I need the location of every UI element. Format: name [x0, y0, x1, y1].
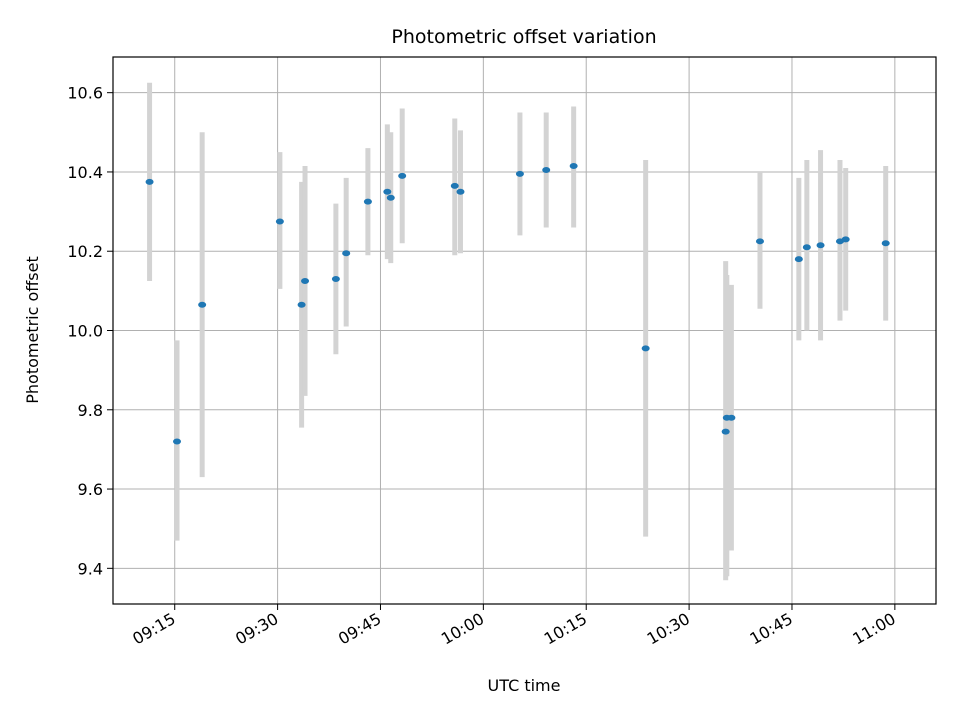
y-axis-ticks: 9.4 9.6 9.8 10.0 10.2 10.4 10.6 — [67, 84, 113, 578]
data-point — [881, 240, 890, 247]
data-point — [342, 250, 351, 257]
y-tick-label: 10.4 — [67, 163, 103, 182]
data-point — [275, 218, 284, 225]
y-tick-label: 10.2 — [67, 242, 103, 261]
data-point — [450, 182, 459, 189]
data-point — [802, 244, 811, 251]
data-point — [363, 198, 372, 205]
data-point — [301, 277, 310, 284]
data-point — [331, 275, 340, 282]
data-point — [841, 236, 850, 243]
data-point — [386, 194, 395, 201]
data-point — [641, 345, 650, 352]
data-point — [515, 170, 524, 177]
y-tick-label: 9.4 — [78, 559, 103, 578]
y-tick-label: 9.8 — [78, 401, 103, 420]
data-point — [542, 166, 551, 173]
y-tick-label: 10.0 — [67, 322, 103, 341]
data-point — [569, 163, 578, 170]
chart-title: Photometric offset variation — [391, 26, 656, 48]
data-point — [398, 172, 407, 179]
data-point — [816, 242, 825, 249]
x-axis-label: UTC time — [488, 676, 561, 695]
data-point — [727, 414, 736, 421]
data-point — [145, 178, 154, 185]
data-points — [145, 163, 890, 445]
data-point — [297, 301, 306, 308]
data-point — [755, 238, 764, 245]
data-point — [721, 428, 730, 435]
data-point — [794, 256, 803, 263]
y-axis-label: Photometric offset — [23, 256, 42, 404]
data-point — [383, 188, 392, 195]
data-point — [456, 188, 465, 195]
data-point — [173, 438, 182, 445]
y-tick-label: 9.6 — [78, 480, 103, 499]
y-tick-label: 10.6 — [67, 84, 103, 103]
data-point — [198, 301, 207, 308]
